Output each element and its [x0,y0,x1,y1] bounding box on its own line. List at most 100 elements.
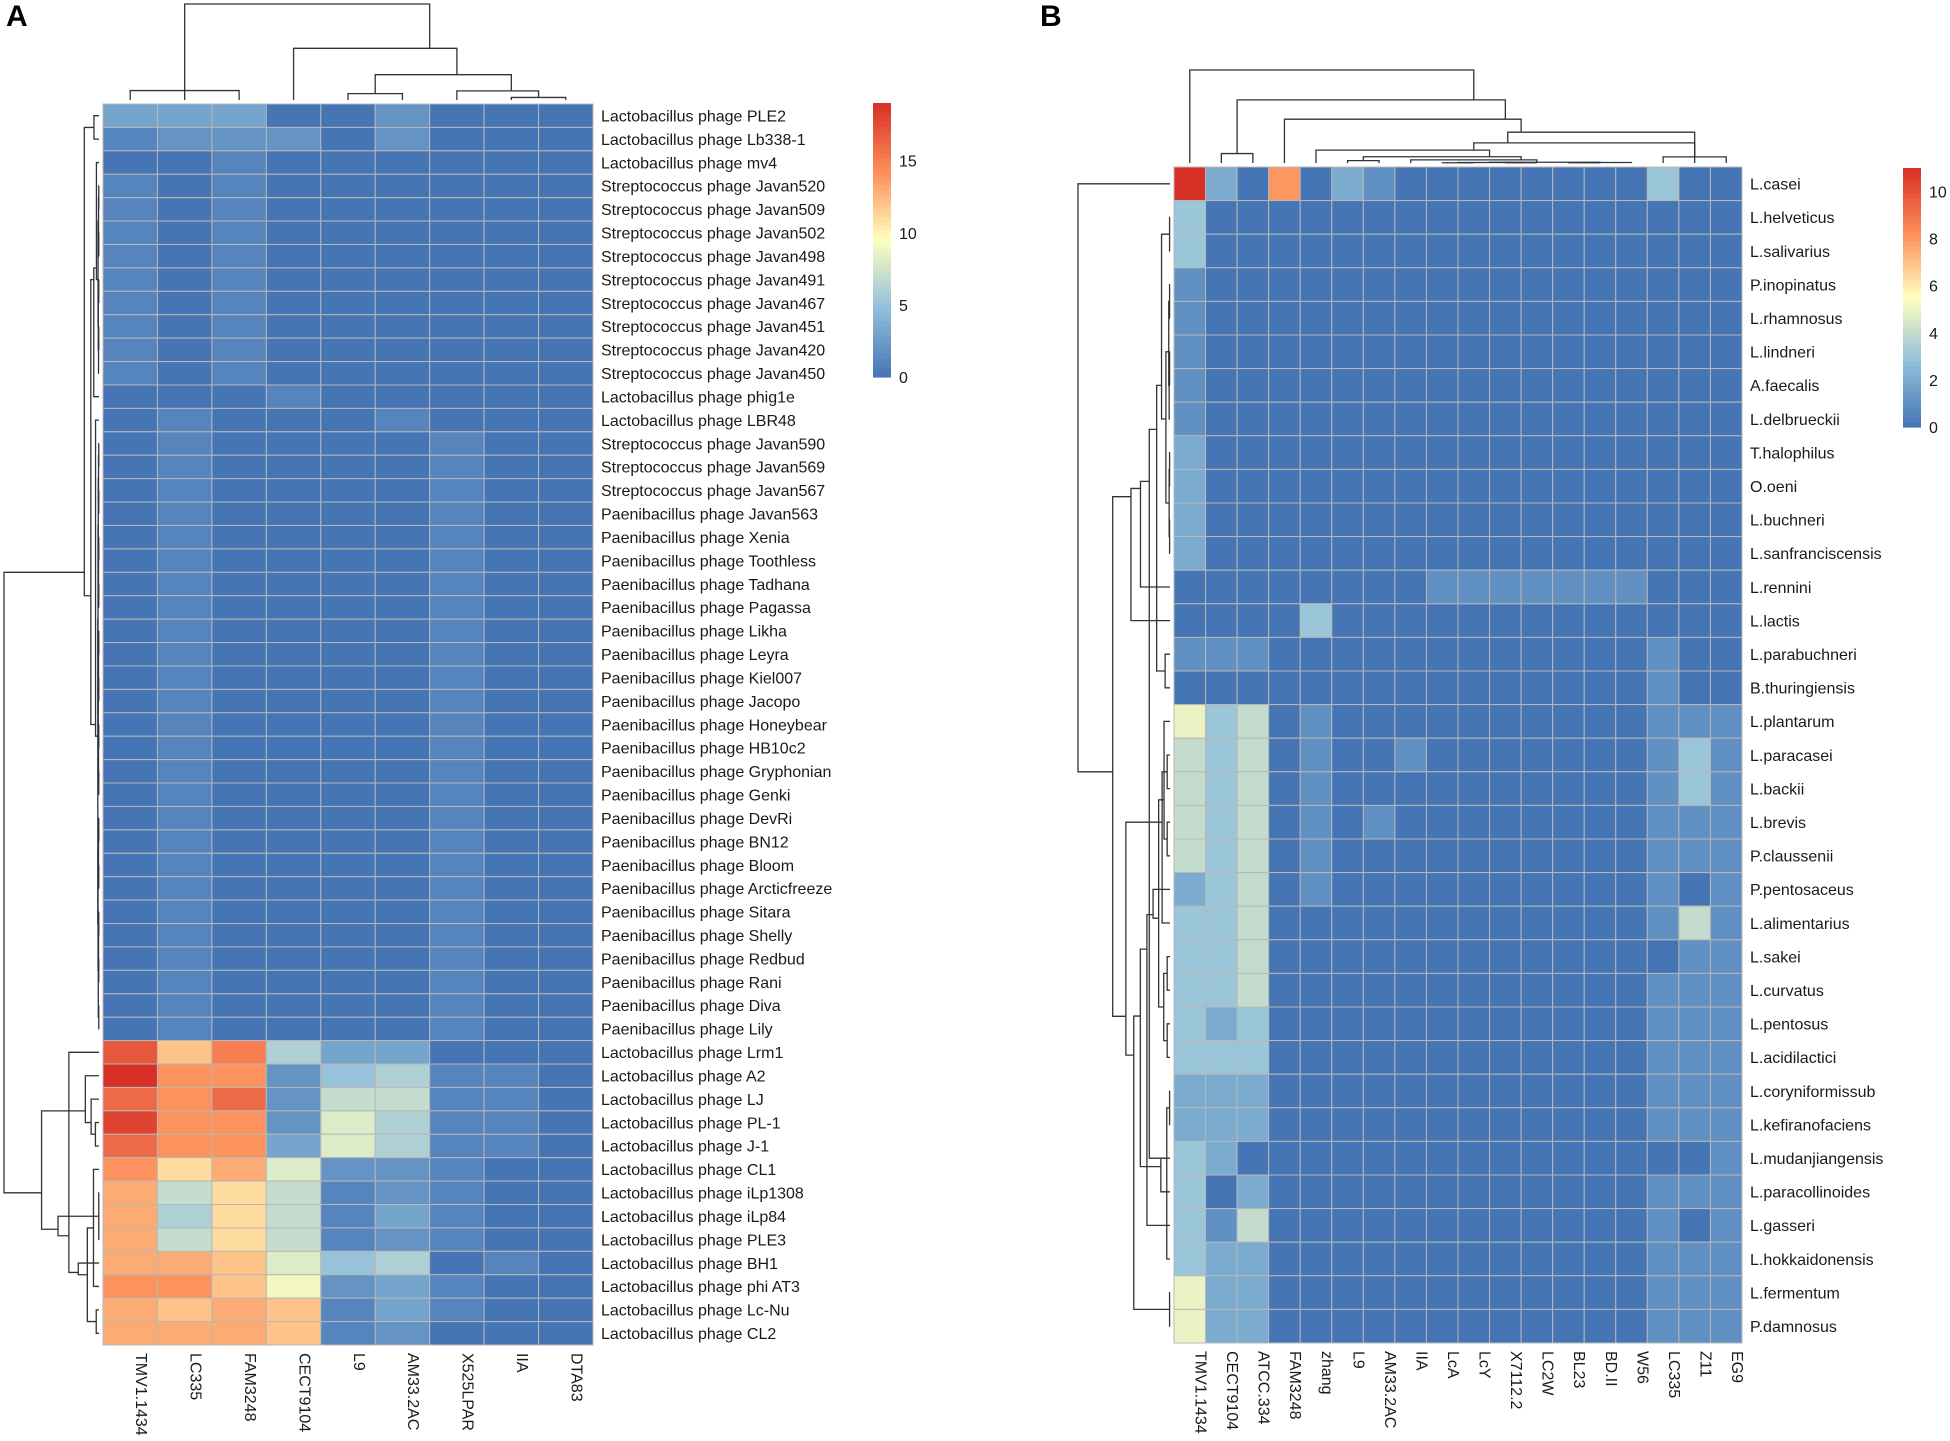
row-label: Paenibacillus phage Tadhana [601,577,810,594]
heatmap-cell [102,1297,158,1323]
heatmap-cell [1299,1006,1333,1042]
heatmap-cell [1236,233,1270,269]
legend-color-step [1903,232,1921,238]
heatmap-cell [1520,771,1554,806]
heatmap-cell [156,126,213,152]
heatmap-cell [211,1204,267,1229]
heatmap-cell [1299,939,1333,974]
heatmap-cell [374,642,431,667]
row-label: L.buchneri [1750,513,1825,530]
legend-color-step [873,203,891,209]
heatmap-cell [1205,233,1238,269]
row-label: L.acidilactici [1750,1050,1836,1067]
heatmap-cell [156,1086,213,1112]
heatmap-cell [1236,435,1270,470]
heatmap-cell [265,220,322,245]
heatmap-cell [320,1016,376,1042]
heatmap-cell [1268,737,1301,773]
heatmap-cell [1236,200,1270,235]
heatmap-cell [265,314,322,339]
column-label: X7112.2 [1507,1351,1524,1410]
heatmap-cell [538,1063,594,1088]
heatmap-cell [1425,368,1459,403]
heatmap-cell [1615,435,1648,470]
heatmap-cell [1457,704,1491,739]
heatmap-cell [1236,1208,1270,1243]
row-dendrogram-branch [95,161,99,281]
heatmap-cell [1268,1308,1301,1344]
heatmap-cell [1425,838,1459,874]
row-dendrogram-branch [77,1262,99,1276]
heatmap-cell [1394,737,1427,773]
heatmap-cell [374,407,431,433]
heatmap-cell [1583,569,1617,605]
heatmap-cell [211,1086,267,1112]
heatmap-cell [1362,771,1396,806]
heatmap-cell [374,782,431,807]
heatmap-cell [1583,670,1617,706]
heatmap-cell [211,1110,267,1135]
heatmap-cell [1331,1275,1364,1310]
heatmap-cell [483,1204,540,1229]
legend-color-step [873,230,891,237]
heatmap-cell [1299,468,1333,504]
panel-letter-b: B [1040,0,1062,33]
heatmap-cell [1615,1241,1648,1277]
heatmap-cell [483,1133,540,1159]
heatmap-cell [1425,972,1459,1008]
heatmap-cell [1331,368,1364,403]
heatmap-cell [265,431,322,456]
heatmap-cell [102,969,158,995]
heatmap-cell [1520,1140,1554,1176]
heatmap-cell [1457,771,1491,806]
heatmap-cell [1615,166,1648,202]
heatmap-cell [1299,872,1333,907]
column-labels-b: TMV1.1434 CECT9104 ATCC.334 FAM3248 zhang L9 A… [1192,1351,1745,1434]
heatmap-cell [538,524,594,550]
heatmap-cell [1552,1241,1585,1277]
heatmap-cell [1678,704,1711,739]
heatmap-cell [1489,771,1522,806]
legend-color-step [873,313,891,319]
heatmap-cell [1489,536,1522,571]
heatmap-cell [1362,1140,1396,1176]
row-dendrogram-branch [1139,480,1170,588]
heatmap-cell [374,267,431,292]
heatmap-cell [102,1227,158,1252]
heatmap-cell [1489,838,1522,874]
heatmap-cell [538,712,594,737]
heatmap-cell [1552,435,1585,470]
heatmap-cell [1520,233,1554,269]
legend-color-step [873,153,891,159]
heatmap-cell [265,478,322,503]
heatmap-cell [1489,704,1522,739]
heatmap-cell [1331,939,1364,974]
heatmap-cell [102,1180,158,1206]
legend-color-step [873,189,891,195]
row-label: Streptococcus phage Javan567 [601,483,825,500]
heatmap-cell [1236,1275,1270,1310]
heatmap-cell [1173,300,1207,336]
column-dendrogram-branch [347,93,404,100]
heatmap-cell [483,454,540,480]
heatmap-cell [1489,1308,1522,1344]
heatmap-cell [320,993,376,1018]
heatmap-cell [1709,569,1743,605]
heatmap-cell [483,1063,540,1088]
heatmap-cell [102,384,158,409]
heatmap-cell [1457,1208,1491,1243]
heatmap-cells-a [102,103,594,1346]
heatmap-cell [1173,905,1207,941]
heatmap-cell [538,220,594,245]
heatmap-cell [1457,1140,1491,1176]
row-dendrogram-branch [90,278,96,726]
heatmap-cell [429,829,485,854]
heatmap-cell [320,1321,376,1346]
row-label: P.damnosus [1750,1319,1837,1336]
row-dendrogram-branch [40,1110,86,1230]
heatmap-cell [1268,1275,1301,1310]
heatmap-cell [1709,1308,1743,1344]
heatmap-cell [1268,468,1301,504]
heatmap-cell [211,290,267,316]
heatmap-cell [374,595,431,620]
